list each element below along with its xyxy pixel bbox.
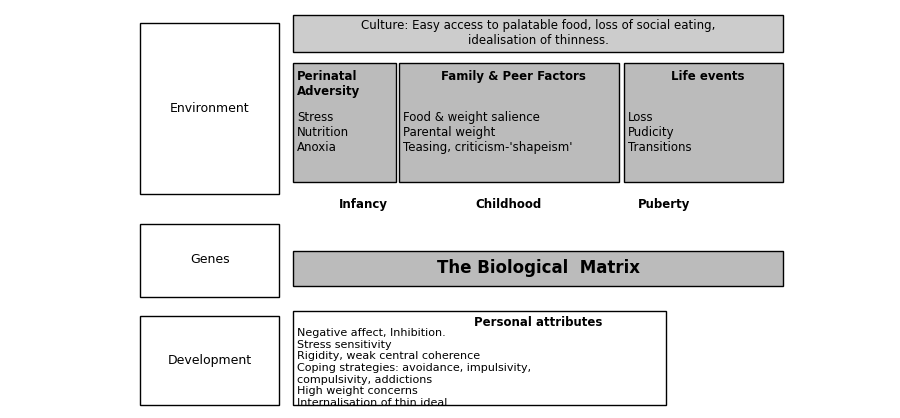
FancyBboxPatch shape	[292, 311, 666, 405]
Text: Life events: Life events	[671, 70, 744, 83]
FancyBboxPatch shape	[399, 63, 619, 182]
Text: Perinatal
Adversity: Perinatal Adversity	[297, 70, 360, 98]
Text: Culture: Easy access to palatable food, loss of social eating,
idealisation of t: Culture: Easy access to palatable food, …	[361, 20, 716, 47]
Text: Development: Development	[167, 354, 252, 367]
FancyBboxPatch shape	[292, 15, 783, 52]
FancyBboxPatch shape	[292, 63, 396, 182]
Text: The Biological  Matrix: The Biological Matrix	[436, 259, 640, 278]
Text: Personal attributes: Personal attributes	[474, 316, 602, 329]
FancyBboxPatch shape	[140, 224, 279, 297]
Text: Negative affect, Inhibition.
Stress sensitivity
Rigidity, weak central coherence: Negative affect, Inhibition. Stress sens…	[297, 328, 531, 408]
Text: Childhood: Childhood	[475, 198, 542, 212]
Text: Infancy: Infancy	[339, 198, 388, 212]
Text: Stress
Nutrition
Anoxia: Stress Nutrition Anoxia	[297, 111, 349, 154]
Text: Family & Peer Factors: Family & Peer Factors	[441, 70, 586, 83]
FancyBboxPatch shape	[140, 23, 279, 194]
Text: Genes: Genes	[190, 253, 230, 267]
Text: Environment: Environment	[170, 102, 249, 115]
FancyBboxPatch shape	[624, 63, 783, 182]
Text: Puberty: Puberty	[638, 198, 690, 212]
FancyBboxPatch shape	[140, 316, 279, 405]
Text: Loss
Pudicity
Transitions: Loss Pudicity Transitions	[628, 111, 692, 154]
Text: Food & weight salience
Parental weight
Teasing, criticism-'shapeism': Food & weight salience Parental weight T…	[403, 111, 572, 154]
FancyBboxPatch shape	[292, 251, 783, 286]
